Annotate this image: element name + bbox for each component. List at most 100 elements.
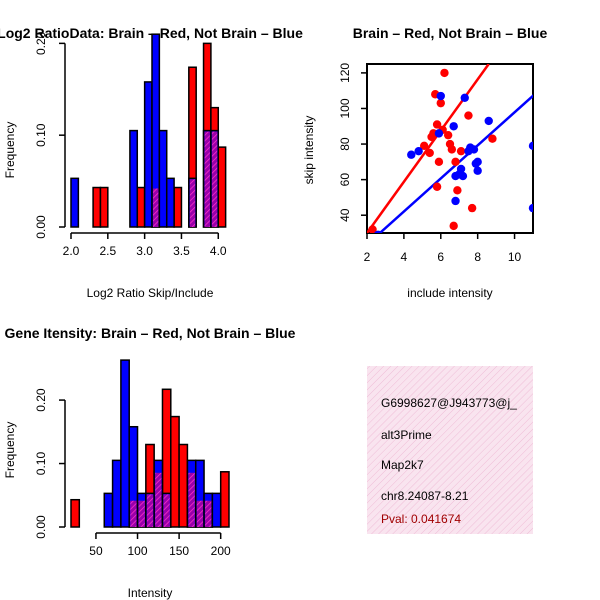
x-tick-label: 2 [364, 250, 371, 264]
hist-bar-overlap [205, 500, 212, 527]
scatter-point-blue [528, 203, 533, 213]
y-tick-label: 0.10 [34, 123, 48, 147]
scatter-point-red [488, 134, 497, 143]
scatter-point-red [449, 221, 458, 231]
scatter-point-blue [436, 91, 445, 101]
x-tick-label: 8 [474, 250, 481, 264]
x-tick-label: 200 [211, 544, 231, 558]
scatter-point-blue [473, 166, 482, 175]
y-tick-label: 40 [338, 208, 352, 222]
scatter-point-red [432, 120, 442, 129]
ratio-histogram-ylabel: Frequency [3, 122, 17, 179]
hist-bar-overlap [188, 472, 195, 527]
scatter-point-blue [434, 129, 444, 138]
fit-line-red [367, 64, 490, 233]
hist-bar-blue [129, 129, 139, 228]
scatter-point-blue [451, 196, 460, 206]
scatter-point-blue [374, 230, 382, 233]
hist-bar-overlap [155, 472, 162, 527]
y-tick-label: 0.20 [34, 31, 48, 55]
hist-bar-blue [165, 177, 175, 228]
scatter-point-blue [460, 93, 469, 103]
x-tick-label: 50 [89, 544, 103, 558]
hist-bar-overlap [130, 500, 137, 527]
hist-bar-red [136, 186, 146, 228]
ratio-histogram-xaxis: 2.0 2.5 3.0 3.5 4.0 [63, 232, 227, 258]
hist-bar-red [170, 415, 180, 528]
scatter-point-blue [458, 171, 468, 181]
hist-bar-overlap [211, 131, 218, 227]
scatter-point-blue [407, 150, 416, 159]
info-panel-background [367, 366, 533, 534]
scatter-xaxis: 2 4 6 8 10 [364, 233, 522, 264]
scatter-point-red [432, 182, 442, 191]
hist-bar-overlap [146, 494, 154, 527]
scatter-point-blue [528, 141, 533, 151]
hist-bar-overlap [163, 494, 170, 527]
hist-bar-overlap [189, 179, 196, 227]
x-tick-label: 2.5 [99, 244, 116, 258]
hist-bar-blue [158, 129, 168, 228]
scatter-point-red [434, 157, 444, 167]
scatter-point-red [436, 98, 445, 108]
hist-bar-red [99, 186, 109, 228]
x-tick-label: 4 [401, 250, 408, 264]
hist-bar-blue [143, 81, 153, 228]
scatter-point-blue [456, 164, 466, 174]
scatter-point-red [453, 186, 462, 195]
y-tick-label: 0.00 [34, 215, 48, 239]
hist-bar-red [217, 146, 227, 228]
y-tick-label: 60 [338, 173, 352, 187]
intensity-histogram-xaxis: 50 100 150 200 [89, 532, 231, 558]
x-tick-label: 3.5 [173, 244, 190, 258]
scatter-point-blue [473, 157, 482, 167]
ratio-histogram-yaxis: 0.00 0.10 0.20 [34, 31, 66, 239]
hist-bar-overlap [153, 188, 159, 227]
ratio-histogram-bars [70, 33, 227, 228]
intensity-histogram-bars [70, 359, 230, 528]
x-tick-label: 3.0 [136, 244, 153, 258]
x-tick-label: 4.0 [210, 244, 227, 258]
hist-bar-overlap [196, 500, 204, 527]
hist-bar-red [92, 186, 102, 228]
intensity-histogram-xlabel: Intensity [128, 586, 173, 600]
info-panel: G6998627@J943773@j_ alt3Prime Map2k7 chr… [367, 366, 533, 534]
hist-bar-red [70, 498, 81, 528]
scatter-point-red [368, 225, 377, 233]
hist-bar-overlap [138, 500, 145, 527]
y-tick-label: 0.00 [34, 515, 48, 539]
y-tick-label: 0.10 [34, 452, 48, 476]
x-tick-label: 100 [128, 544, 148, 558]
scatter-yaxis: 40 60 80 100 120 [338, 63, 367, 222]
scatter-ylabel: skip intensity [302, 116, 316, 185]
scatter-point-red [467, 203, 477, 213]
x-tick-label: 2.0 [63, 244, 80, 258]
x-tick-label: 10 [508, 250, 522, 264]
intensity-histogram-yaxis: 0.00 0.10 0.20 [34, 388, 66, 539]
hist-bar-overlap [204, 131, 210, 227]
scatter-xlabel: include intensity [407, 286, 492, 300]
scatter-clipped [367, 64, 533, 233]
scatter-title: Brain – Red, Not Brain – Blue [353, 25, 548, 41]
hist-bar-blue [70, 177, 80, 228]
x-tick-label: 150 [169, 544, 189, 558]
scatter-point-red [451, 157, 460, 167]
intensity-histogram-title: Gene Itensity: Brain – Red, Not Brain – … [5, 325, 296, 341]
hist-bar-red [219, 471, 230, 528]
y-tick-label: 80 [338, 137, 352, 151]
ratio-histogram-title: Log2 RatioData: Brain – Red, Not Brain –… [0, 25, 303, 41]
scatter-point-red [440, 68, 449, 78]
hist-bar-blue [211, 492, 222, 528]
info-location: chr8.24087-8.21 [381, 489, 469, 503]
info-pvalue: Pval: 0.041674 [381, 512, 461, 526]
x-tick-label: 6 [437, 250, 444, 264]
intensity-histogram-ylabel: Frequency [3, 422, 17, 479]
ratio-histogram-xlabel: Log2 Ratio Skip/Include [87, 286, 214, 300]
scatter-panel: Brain – Red, Not Brain – Blue 40 60 80 100 1… [302, 25, 547, 300]
y-tick-label: 100 [338, 98, 352, 118]
scatter-point-red [447, 145, 457, 154]
scatter-point-blue [414, 146, 423, 156]
scatter-point-red [419, 141, 429, 151]
intensity-histogram-panel: Gene Itensity: Brain – Red, Not Brain – … [3, 325, 296, 600]
